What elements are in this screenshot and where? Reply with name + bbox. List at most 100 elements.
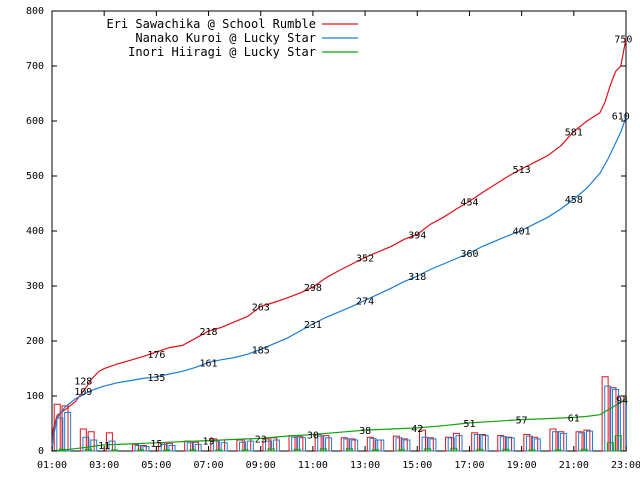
hourly-bar-series-3 (215, 449, 223, 452)
hourly-bar-series-3 (241, 449, 249, 452)
hourly-bar-series-3 (580, 448, 588, 452)
legend-label-series-1: Eri Sawachika @ School Rumble (106, 17, 316, 31)
point-label-series-1: 176 (147, 350, 165, 361)
hourly-bar-series-3 (319, 448, 327, 452)
point-label-series-2: 274 (356, 296, 374, 307)
hourly-bar-series-3 (554, 449, 562, 452)
hourly-bar-series-2 (194, 443, 202, 452)
point-label-series-3: 30 (307, 431, 319, 442)
point-label-series-3: 19 (203, 437, 215, 448)
point-label-series-1: 750 (614, 35, 632, 46)
hourly-bar-series-2 (272, 439, 280, 452)
hourly-bar-series-3 (189, 449, 197, 452)
point-label-series-2: 360 (460, 249, 478, 260)
y-tick-label: 300 (26, 281, 44, 292)
series-line-3 (51, 398, 627, 452)
hourly-bar-series-3 (111, 449, 119, 452)
x-tick-label: 13:00 (350, 460, 380, 471)
x-tick-label: 09:00 (246, 460, 276, 471)
hourly-bar-series-2 (142, 446, 150, 452)
point-label-series-1: 454 (460, 197, 478, 208)
hourly-bar-series-2 (507, 437, 515, 452)
y-axis: 0 100 200 300 400 500 600 700 800 (26, 6, 626, 457)
point-label-series-2: 185 (252, 345, 270, 356)
series-line-2 (51, 115, 627, 452)
point-label-series-1: 128 (74, 377, 92, 388)
point-labels: 128 176 218 263 298 352 394 454 513 581 750 109 135 1… (74, 35, 632, 452)
plot-frame (51, 10, 627, 452)
hourly-bar-series-2 (455, 435, 463, 452)
hourly-bar-series-2 (64, 412, 72, 452)
hourly-bar-series-3 (85, 448, 93, 452)
series-line-1 (51, 38, 627, 452)
hourly-bar-series-3 (293, 448, 301, 452)
point-label-series-2: 318 (408, 272, 426, 283)
point-label-series-1: 352 (356, 253, 374, 264)
point-label-series-3: 23 (255, 434, 267, 445)
x-tick-label: 19:00 (507, 460, 537, 471)
point-label-series-1: 218 (200, 327, 218, 338)
x-tick-label: 11:00 (298, 460, 328, 471)
hourly-bar-series-3 (137, 449, 145, 452)
point-label-series-3: 94 (616, 395, 628, 406)
y-tick-label: 500 (26, 171, 44, 182)
y-tick-label: 600 (26, 116, 44, 127)
point-label-series-2: 458 (565, 195, 583, 206)
hourly-bar-series-3 (345, 448, 353, 452)
hourly-bar-series-2 (325, 437, 333, 452)
x-tick-label: 05:00 (141, 460, 171, 471)
hourly-bar-series-3 (163, 449, 171, 452)
hourly-bar-series-2 (220, 442, 228, 452)
hourly-bar-series-3 (476, 448, 484, 452)
point-label-series-2: 231 (304, 320, 322, 331)
hourly-bar-series-3 (424, 448, 432, 452)
point-label-series-3: 57 (516, 416, 528, 427)
x-tick-label: 17:00 (454, 460, 484, 471)
point-label-series-1: 513 (513, 165, 531, 176)
legend-label-series-3: Inori Hiiragi @ Lucky Star (128, 45, 316, 59)
hourly-bar-series-3 (614, 435, 622, 452)
x-tick-label: 01:00 (37, 460, 67, 471)
y-tick-label: 400 (26, 226, 44, 237)
hourly-bar-series-2 (377, 439, 385, 452)
point-label-series-3: 61 (568, 413, 580, 424)
y-tick-label: 700 (26, 61, 44, 72)
point-label-series-1: 394 (408, 230, 426, 241)
point-label-series-2: 109 (74, 387, 92, 398)
hourly-bar-series-3 (372, 449, 380, 452)
legend-label-series-2: Nanako Kuroi @ Lucky Star (135, 31, 316, 45)
x-tick-label: 21:00 (559, 460, 589, 471)
x-tick-label: 07:00 (193, 460, 223, 471)
hourly-bar-series-3 (450, 447, 458, 452)
hourly-bar-series-2 (403, 439, 411, 452)
hourly-bar-series-3 (267, 448, 275, 452)
point-label-series-3: 42 (411, 424, 423, 435)
x-tick-label: 23:00 (611, 460, 640, 471)
y-tick-label: 0 (38, 446, 44, 457)
hourly-bar-series-2 (246, 440, 254, 452)
y-tick-label: 800 (26, 6, 44, 17)
hourly-bar-series-3 (606, 442, 614, 452)
point-label-series-3: 38 (359, 426, 371, 437)
point-label-series-2: 161 (200, 358, 218, 369)
point-label-series-2: 135 (147, 373, 165, 384)
hourly-bar-series-2 (298, 437, 306, 452)
hourly-bar-series-3 (398, 449, 406, 452)
hourly-bar-series-3 (528, 449, 536, 452)
point-label-series-3: 15 (150, 439, 162, 450)
x-tick-label: 15:00 (402, 460, 432, 471)
point-label-series-1: 581 (565, 127, 583, 138)
cumulative-lines (51, 38, 627, 452)
hourly-bar-series-2 (429, 438, 437, 452)
hourly-bar-series-2 (481, 435, 489, 452)
hourly-bars (53, 376, 627, 452)
y-tick-label: 100 (26, 391, 44, 402)
hourly-bar-series-2 (351, 439, 359, 452)
x-axis: 01:00 03:00 05:00 07:00 09:00 11:00 13:00 15:00… (37, 11, 640, 471)
point-label-series-2: 610 (612, 112, 630, 123)
point-label-series-2: 401 (513, 226, 531, 237)
point-label-series-3: 51 (463, 419, 475, 430)
hourly-bar-series-2 (168, 445, 176, 452)
